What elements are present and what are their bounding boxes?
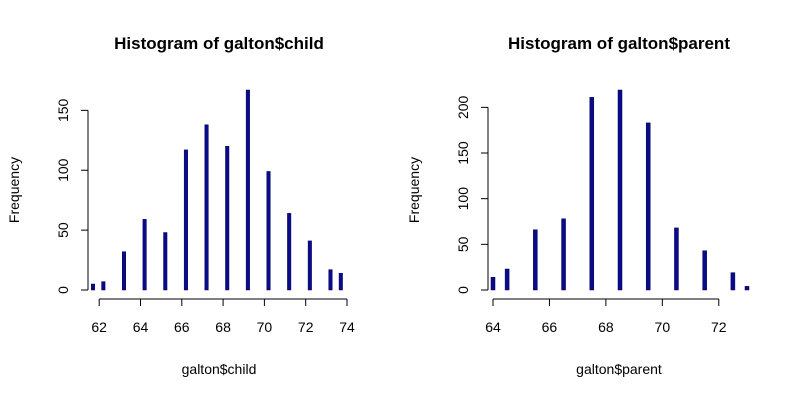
- bar: [91, 283, 95, 291]
- x-tick-label: 64: [133, 319, 149, 335]
- y-tick-label: 150: [55, 98, 71, 122]
- y-tick-label: 100: [455, 187, 471, 211]
- bar: [183, 149, 188, 291]
- x-tick-label: 72: [298, 319, 314, 335]
- bar: [245, 89, 250, 291]
- bars-layer: [490, 89, 750, 291]
- bar: [645, 122, 651, 291]
- bar: [307, 240, 312, 291]
- y-tick-label: 0: [455, 286, 471, 294]
- bar: [730, 272, 736, 291]
- y-axis-label: Frequency: [406, 157, 422, 223]
- bar: [504, 268, 510, 291]
- chart-title: Histogram of galton$child: [114, 34, 324, 53]
- bar: [204, 124, 209, 291]
- bar: [702, 250, 707, 291]
- axes-layer: 62 64 66 68 70 72 74 0 50 100 150: [55, 98, 355, 335]
- bar: [266, 171, 271, 291]
- bar: [328, 269, 333, 291]
- x-tick-label: 70: [655, 319, 671, 335]
- bars-layer: [91, 89, 343, 291]
- bar: [121, 251, 126, 291]
- x-tick-label: 64: [485, 319, 501, 335]
- bar: [225, 146, 230, 291]
- bar: [744, 286, 750, 291]
- bar: [338, 272, 343, 291]
- x-axis-label: galton$parent: [576, 361, 662, 377]
- x-tick-label: 66: [174, 319, 190, 335]
- axes-layer: 64 66 68 70 72 0 50 100 150 200: [455, 95, 727, 335]
- bar: [101, 281, 106, 291]
- x-tick-label: 72: [711, 319, 727, 335]
- chart-title: Histogram of galton$parent: [508, 34, 730, 53]
- bar: [490, 276, 496, 291]
- bar: [533, 229, 538, 291]
- parent-histogram-panel: Histogram of galton$parent galton$parent…: [406, 34, 750, 377]
- x-tick-label: 66: [542, 319, 558, 335]
- bar: [561, 218, 566, 291]
- y-tick-label: 150: [455, 141, 471, 165]
- bar: [163, 232, 168, 291]
- bar: [589, 97, 595, 291]
- y-tick-label: 100: [55, 158, 71, 182]
- x-tick-label: 68: [598, 319, 614, 335]
- x-tick-label: 74: [339, 319, 355, 335]
- x-tick-label: 62: [91, 319, 107, 335]
- child-histogram-panel: Histogram of galton$child galton$child F…: [6, 34, 355, 377]
- x-axis-label: galton$child: [182, 361, 257, 377]
- y-tick-label: 200: [455, 95, 471, 119]
- bar: [287, 213, 292, 291]
- bar: [142, 219, 147, 291]
- x-tick-label: 70: [257, 319, 273, 335]
- y-tick-label: 0: [55, 286, 71, 294]
- bar: [617, 89, 623, 291]
- y-tick-label: 50: [55, 222, 71, 238]
- y-tick-label: 50: [455, 236, 471, 252]
- x-tick-label: 68: [215, 319, 231, 335]
- y-axis-label: Frequency: [6, 157, 22, 223]
- bar: [674, 227, 679, 291]
